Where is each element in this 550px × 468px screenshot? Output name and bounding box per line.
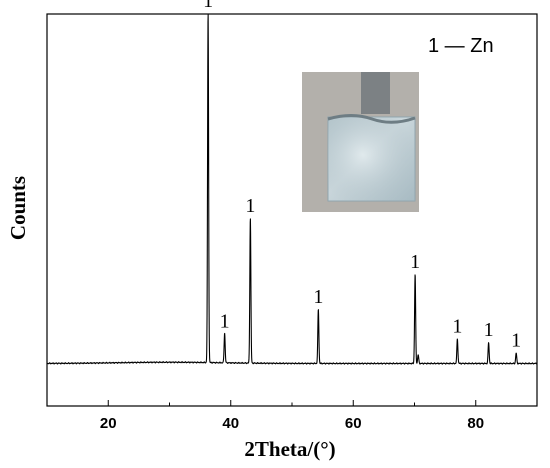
x-tick-label: 40 (222, 415, 239, 432)
legend: 1 — Zn (428, 35, 494, 57)
x-tick-label: 80 (467, 415, 484, 432)
peak-label: 1 (452, 316, 462, 338)
peak-label: 1 (484, 319, 494, 341)
peak-label: 1 (245, 195, 255, 217)
legend-text: 1 — Zn (428, 35, 494, 57)
peak-label: 1 (410, 251, 420, 273)
x-axis-title: 2Theta/(°) (244, 437, 335, 461)
inset-photo-tab (361, 72, 390, 114)
inset-photo-plate-texture (328, 117, 415, 201)
peak-label: 1 (511, 330, 521, 352)
xrd-pattern-line (46, 14, 538, 365)
inset-photo (302, 72, 419, 212)
inset-photo-plate-edge (327, 114, 416, 124)
peak-label: 1 (203, 0, 213, 12)
peak-label: 1 (313, 286, 323, 308)
y-axis-title: Counts (6, 176, 30, 240)
peak-label: 1 (220, 310, 230, 332)
plot-frame (46, 13, 538, 407)
x-tick-label: 20 (100, 415, 117, 432)
x-tick-label: 60 (345, 415, 362, 432)
